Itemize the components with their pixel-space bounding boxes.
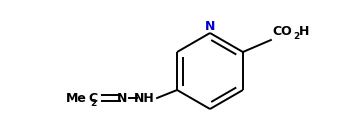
Text: C: C bbox=[88, 92, 97, 105]
Text: H: H bbox=[299, 25, 309, 38]
Text: N: N bbox=[205, 20, 215, 34]
Text: CO: CO bbox=[272, 25, 292, 38]
Text: Me: Me bbox=[66, 92, 87, 105]
Text: N: N bbox=[117, 92, 127, 105]
Text: NH: NH bbox=[134, 92, 155, 105]
Text: 2: 2 bbox=[90, 99, 96, 107]
Text: 2: 2 bbox=[293, 32, 299, 41]
